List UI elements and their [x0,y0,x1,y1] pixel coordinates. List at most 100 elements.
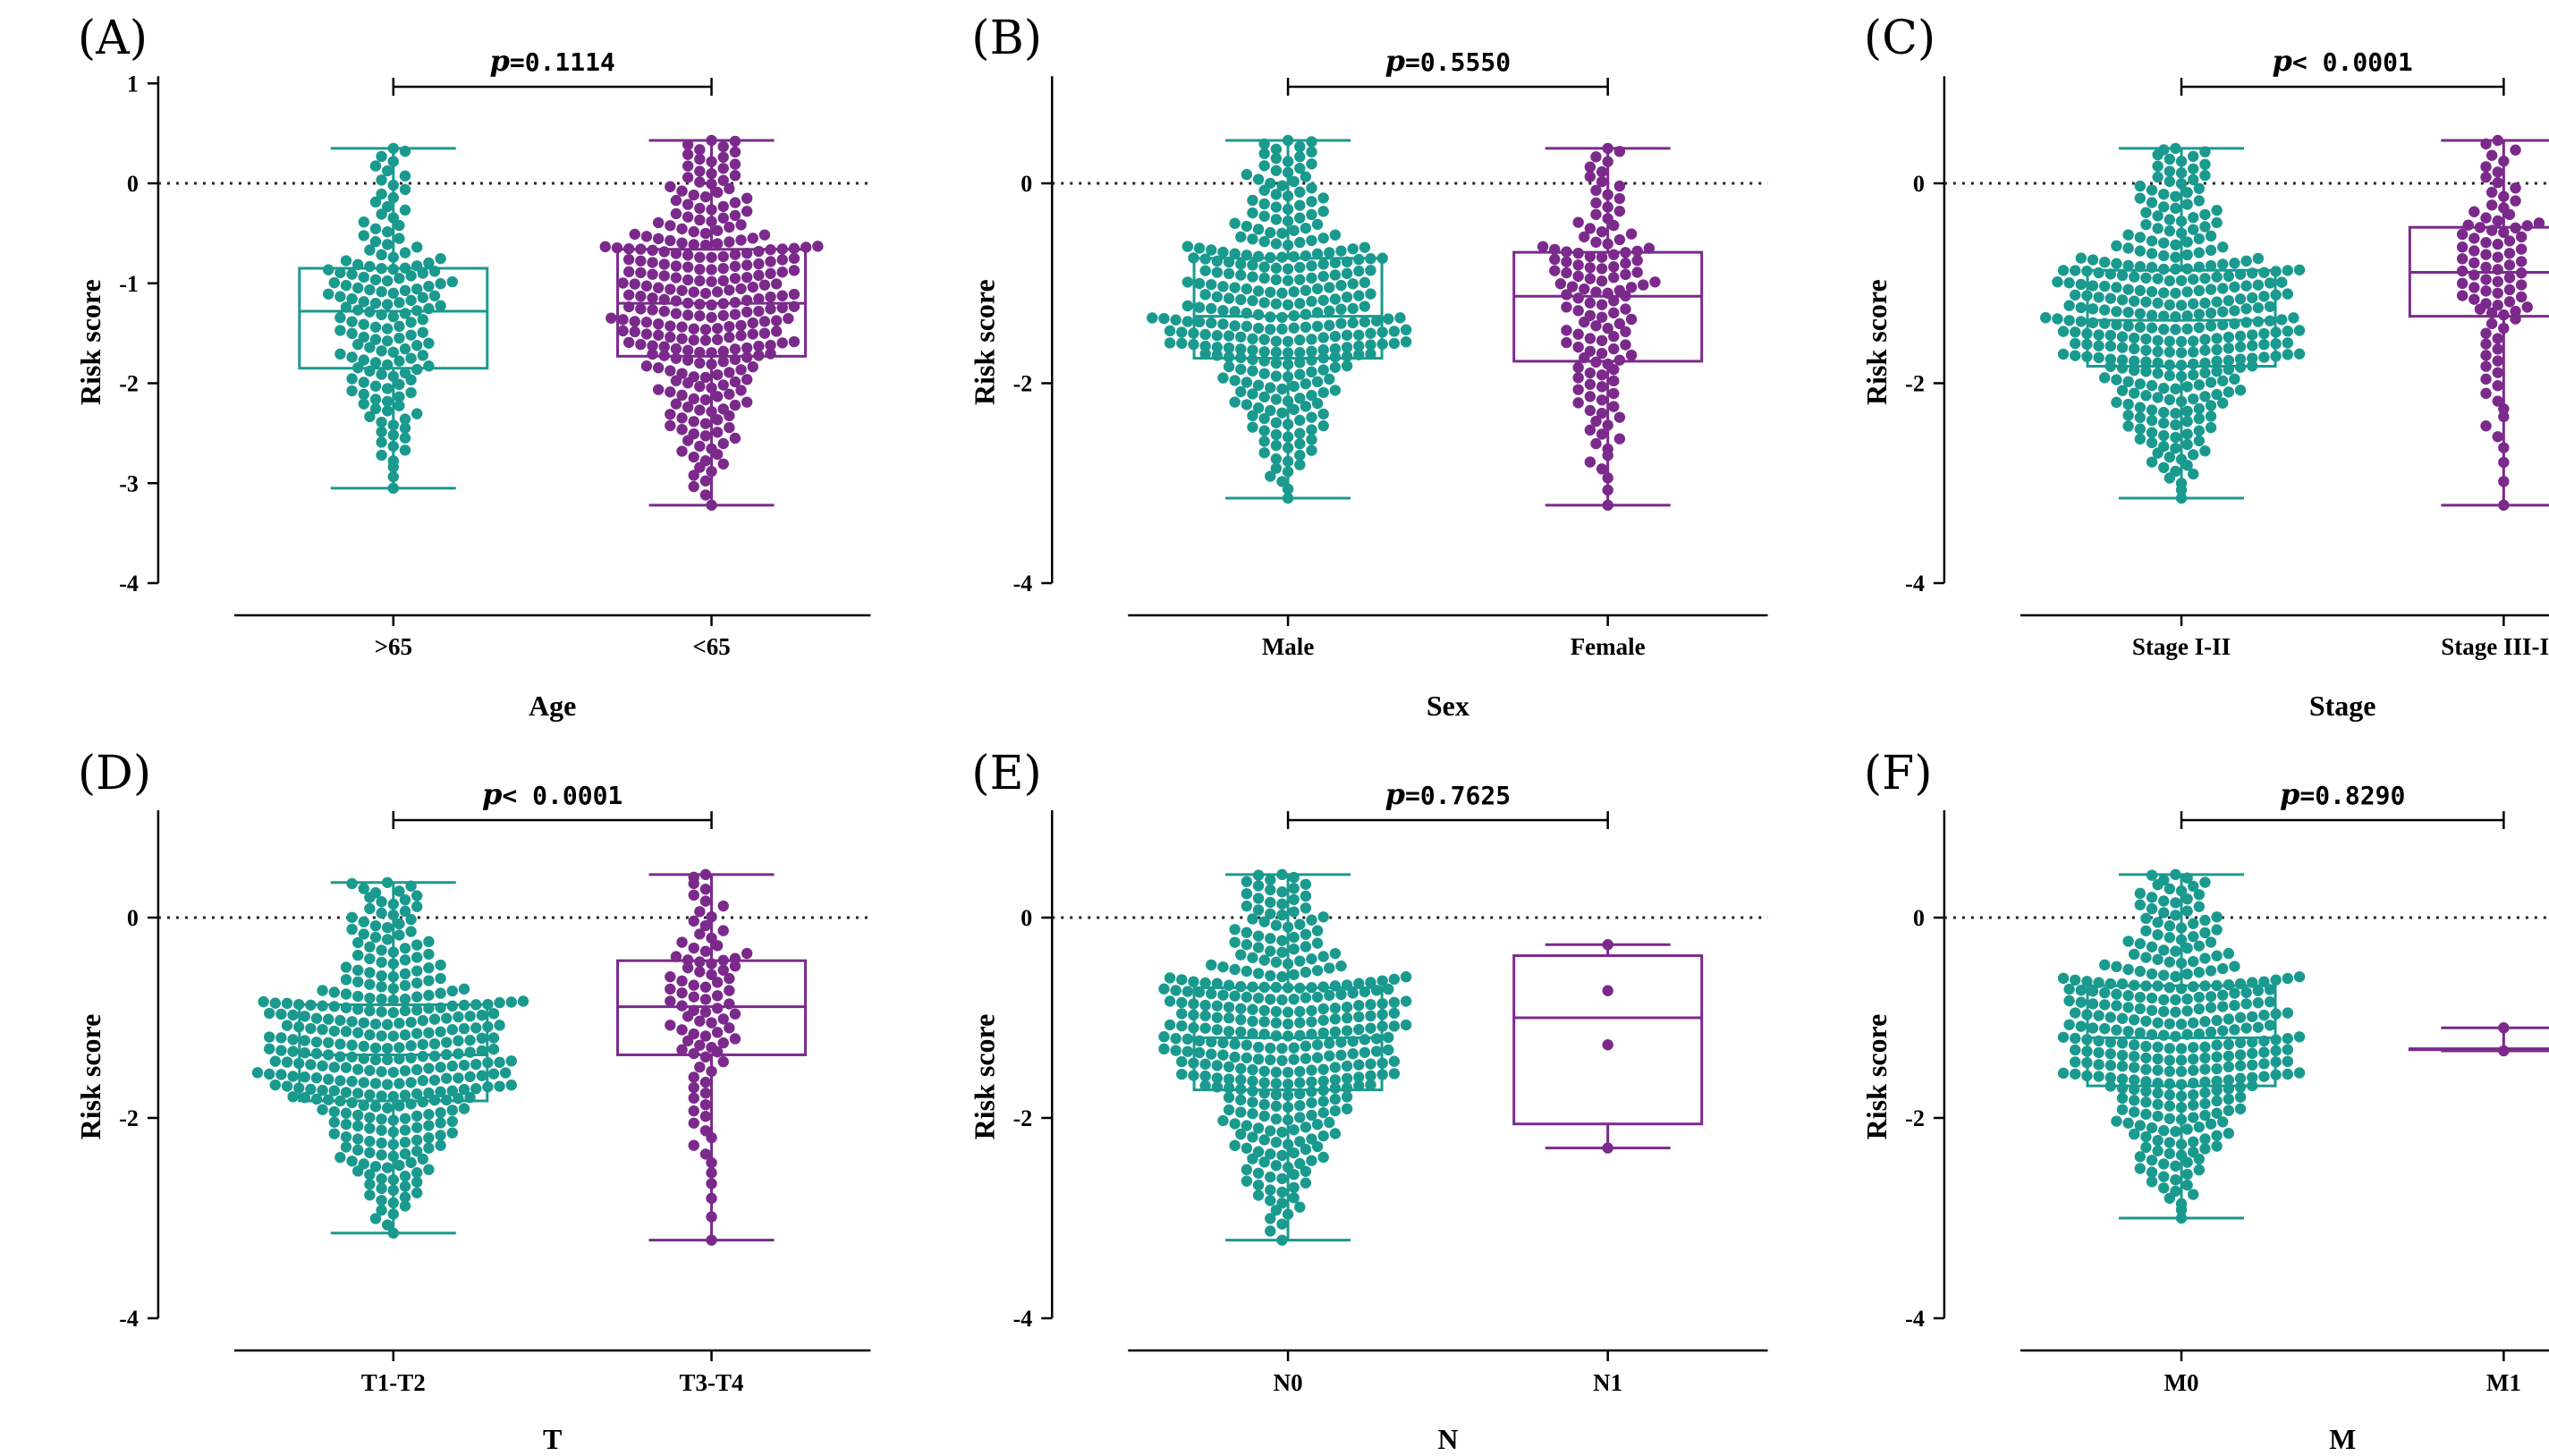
p-symbol: p [482,777,502,811]
data-point [423,962,435,974]
data-point [358,354,369,366]
data-point [387,1126,399,1138]
data-point [2170,897,2181,909]
data-point [1282,431,1294,443]
data-point [640,280,653,292]
y-axis-title: Risk score [1860,1014,1893,1140]
data-point [2181,199,2193,210]
data-point [417,1050,428,1062]
data-point [2498,156,2510,167]
data-point [464,1071,476,1083]
data-point [1270,189,1283,200]
data-point [2063,315,2075,326]
data-point [2205,965,2217,977]
data-point [310,1093,323,1105]
data-point [2129,271,2140,283]
data-point [1324,305,1335,317]
data-point [292,998,305,1011]
data-point [665,419,676,432]
x-category-label: T3-T4 [680,1369,744,1396]
data-point [2515,279,2528,291]
data-point [2170,251,2181,263]
data-point [1276,287,1288,299]
data-point [665,386,676,398]
data-point [2510,144,2521,156]
data-point [364,365,376,377]
data-point [2234,293,2247,305]
data-point [1317,1096,1329,1107]
data-point [1317,270,1329,283]
data-point [1294,918,1306,930]
data-point [2193,889,2206,901]
data-point [1311,1119,1324,1130]
data-point [2175,934,2188,945]
data-point [2152,917,2164,928]
data-point [1608,375,1620,387]
data-point [1388,337,1401,350]
data-point [2152,1053,2164,1065]
data-point [1300,1122,1312,1133]
data-point [2175,300,2188,311]
data-point [2498,476,2510,487]
data-point [2247,329,2258,341]
data-point [1288,1124,1300,1136]
data-point [2188,955,2199,968]
data-point [1170,1033,1181,1045]
data-point [376,1137,387,1149]
data-point [724,236,735,248]
data-point [376,309,387,321]
data-point [1620,258,1631,269]
data-point [1247,353,1258,366]
data-point [2099,372,2111,384]
data-point [2223,331,2235,343]
data-point [2093,1059,2104,1071]
data-point [1608,401,1620,412]
data-point [517,995,529,1007]
data-point [1329,293,1342,305]
data-point [335,291,346,302]
data-point [376,426,387,438]
data-point [1359,301,1371,312]
data-point [1376,1069,1388,1080]
data-point [1300,1143,1312,1155]
data-point [605,312,617,324]
data-point [694,309,706,322]
data-point [617,325,629,337]
data-point [1341,267,1353,280]
data-point [440,1094,453,1106]
data-point [2480,236,2492,249]
y-tick-label: -2 [119,371,139,397]
data-point [1294,1136,1306,1147]
data-point [717,163,729,174]
data-point [2223,1061,2235,1073]
data-point [2247,267,2258,279]
data-point [694,440,706,453]
data-point [405,352,417,364]
data-point [665,284,676,295]
data-point [487,1068,500,1079]
data-point [2134,965,2147,978]
data-point [1620,247,1631,258]
data-point [2188,1088,2199,1101]
data-point [381,323,394,334]
data-point [269,1055,281,1067]
data-point [381,405,394,417]
data-point [724,320,735,333]
data-point [1294,449,1306,461]
data-point [2480,249,2492,260]
data-point [399,247,411,258]
data-point [2081,976,2093,987]
data-point [387,370,399,382]
data-point [1199,289,1211,301]
data-point [322,264,335,275]
y-tick-label: -2 [119,1105,139,1131]
data-point [2276,276,2288,288]
data-point [2152,210,2164,222]
data-point [699,884,712,895]
data-point [652,318,665,330]
data-point [364,1089,376,1101]
data-point [405,1040,417,1052]
data-point [1388,1055,1401,1067]
data-point [2075,278,2087,291]
data-point [2164,369,2176,382]
